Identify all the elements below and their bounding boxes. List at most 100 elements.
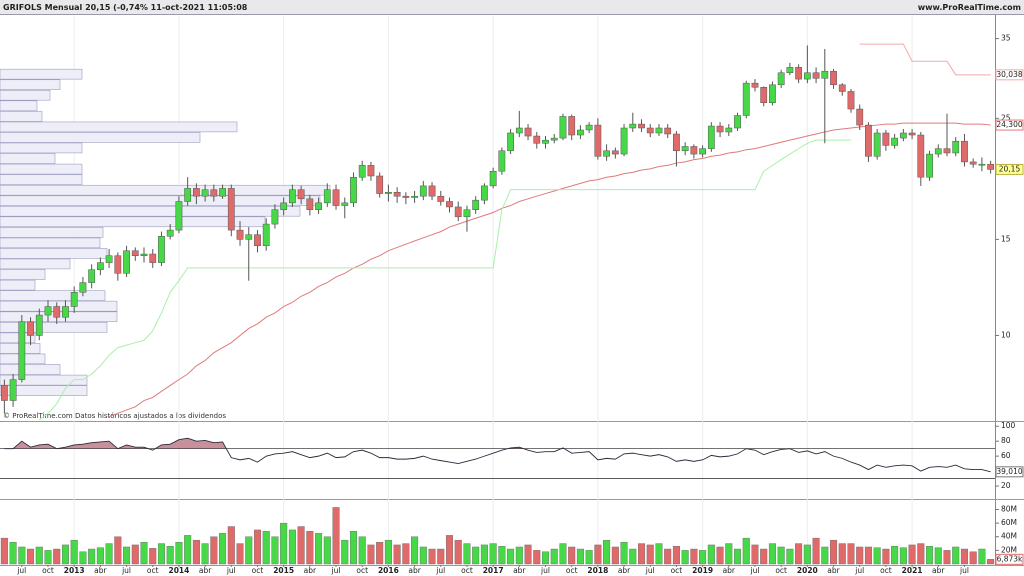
candle-body: [0, 385, 8, 401]
candle-body: [254, 234, 261, 247]
volume-profile-bar: [0, 68, 83, 80]
volume-bar: [742, 537, 750, 565]
candle-body: [891, 137, 899, 146]
volume-bar: [236, 543, 244, 565]
volume-bar: [838, 543, 846, 565]
last-value-label: 24,300: [996, 120, 1022, 129]
volume-bar: [175, 541, 183, 565]
volume-bar: [899, 547, 907, 565]
volume-profile-bar: [0, 121, 238, 133]
volume-bar: [664, 548, 672, 565]
y-tick-label: 10: [1001, 330, 1011, 339]
y-tick-label: 35: [1001, 34, 1011, 43]
candle-body: [140, 253, 148, 256]
x-tick-label: 2017: [483, 566, 504, 575]
volume-bar: [428, 548, 436, 565]
volume-profile-bar: [0, 332, 36, 344]
volume-bar: [873, 547, 881, 565]
volume-bar: [716, 546, 724, 565]
candle-body: [786, 67, 794, 74]
header-site[interactable]: www.ProRealTime.com: [918, 3, 1021, 12]
x-tick-label: oct: [42, 566, 54, 575]
candle-body: [123, 250, 130, 274]
volume-bar: [53, 548, 61, 565]
x-tick-label: 2018: [587, 566, 608, 575]
x-tick-label: abr: [827, 566, 840, 575]
candle-body: [821, 70, 829, 79]
x-tick-label: 2015: [273, 566, 294, 575]
volume-bar: [655, 543, 663, 565]
volume-profile-bar: [0, 227, 104, 238]
candle-body: [306, 198, 314, 210]
x-tick-label: 2020: [797, 566, 818, 575]
volume-bar: [105, 543, 113, 565]
candle-body: [934, 148, 942, 155]
volume-bar: [629, 548, 637, 565]
volume-bar: [384, 539, 392, 565]
candle-body: [638, 123, 645, 129]
candle-body: [655, 127, 663, 134]
x-tick-label: jul: [121, 566, 131, 575]
volume-profile-bar: [0, 195, 321, 206]
volume-bar: [952, 546, 960, 565]
candle-body: [734, 115, 741, 129]
candle-body: [9, 379, 17, 401]
volume-bar: [27, 548, 35, 565]
candle-body: [803, 72, 811, 80]
x-tick-label: oct: [566, 566, 578, 575]
x-tick-label: abr: [932, 566, 945, 575]
candle-body: [245, 234, 253, 240]
volume-bar: [725, 543, 733, 565]
volume-profile-bar: [0, 174, 83, 185]
volume-bar: [672, 546, 680, 565]
x-tick-label: abr: [199, 566, 212, 575]
volume-bar: [454, 539, 462, 565]
volume-bar: [201, 543, 209, 565]
volume-profile-bar: [0, 248, 108, 259]
candle-body: [577, 129, 584, 136]
volume-profile-bar: [0, 163, 83, 175]
candle-body: [332, 189, 340, 206]
candle-body: [742, 82, 750, 116]
x-tick-label: oct: [147, 566, 159, 575]
volume-bar: [393, 544, 401, 565]
volume-profile-bar: [0, 184, 331, 196]
candle-body: [175, 201, 183, 231]
candle-body: [664, 127, 672, 135]
volume-bar: [803, 544, 811, 565]
volume-bar: [9, 541, 17, 565]
candle-body: [620, 127, 628, 155]
volume-bar: [402, 543, 410, 565]
volume-bar: [341, 539, 349, 565]
last-value-box: [995, 69, 1024, 81]
x-tick-label: abr: [408, 566, 421, 575]
volume-bar: [70, 539, 78, 565]
volume-bar: [908, 544, 916, 565]
x-tick-label: oct: [775, 566, 787, 575]
volume-bar: [280, 522, 288, 565]
candle-body: [402, 195, 410, 198]
candle-body: [568, 116, 576, 136]
candle-body: [27, 321, 34, 336]
candle-body: [987, 163, 995, 170]
candle-body: [385, 192, 392, 194]
volume-bar: [611, 546, 619, 565]
candle-body: [35, 314, 43, 336]
last-value-box: [995, 119, 1024, 131]
volume-bar: [646, 544, 654, 565]
indicator-line: [859, 43, 991, 76]
x-tick-label: oct: [671, 566, 683, 575]
candle-body: [611, 150, 619, 155]
candle-body: [454, 206, 462, 218]
candle-body: [18, 321, 26, 380]
candle-body: [219, 188, 226, 197]
candle-body: [961, 140, 968, 163]
volume-bar: [524, 544, 532, 565]
candle-body: [699, 148, 707, 155]
y-tick-label: 100: [1001, 421, 1016, 430]
volume-bar: [463, 543, 471, 565]
x-tick-label: oct: [356, 566, 368, 575]
candle-body: [227, 188, 235, 231]
x-tick-label: 2014: [168, 566, 189, 575]
